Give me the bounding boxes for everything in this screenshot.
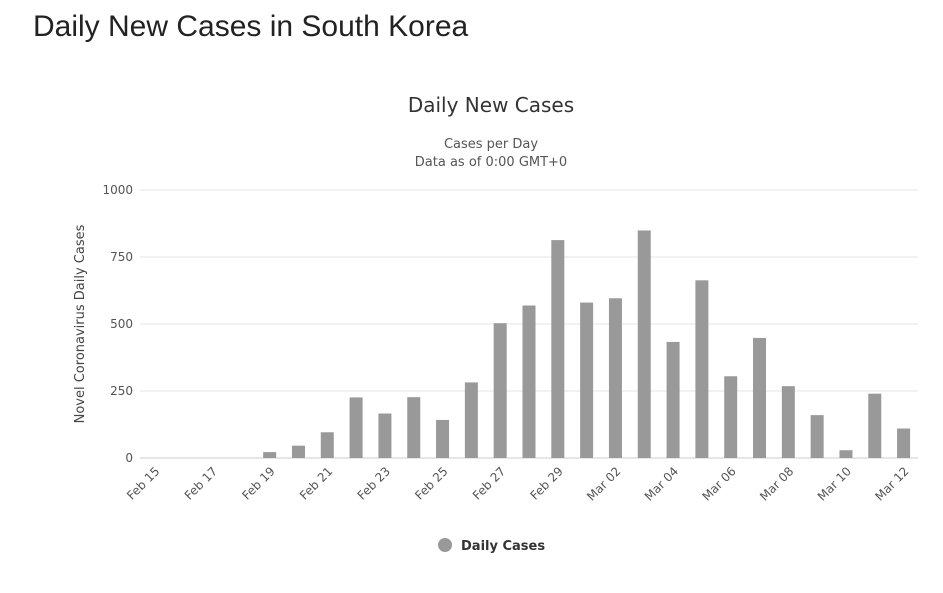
x-tick-label: Feb 29 bbox=[528, 464, 566, 502]
x-tick-label: Feb 23 bbox=[355, 464, 393, 502]
bar[interactable] bbox=[695, 280, 709, 458]
chart-title: Daily New Cases bbox=[408, 93, 574, 117]
x-tick-label: Mar 12 bbox=[872, 464, 911, 503]
x-tick-label: Feb 15 bbox=[124, 464, 162, 502]
x-tick-label: Feb 17 bbox=[182, 464, 220, 502]
bar[interactable] bbox=[608, 298, 622, 458]
y-tick-label: 750 bbox=[110, 250, 133, 264]
x-tick-label: Feb 19 bbox=[239, 464, 277, 502]
chart-subtitle-line-2: Data as of 0:00 GMT+0 bbox=[415, 155, 567, 170]
y-tick-label: 0 bbox=[125, 451, 133, 465]
bar[interactable] bbox=[753, 337, 767, 458]
bar[interactable] bbox=[839, 450, 853, 458]
bar[interactable] bbox=[349, 397, 363, 458]
bar[interactable] bbox=[897, 428, 911, 458]
bar[interactable] bbox=[378, 413, 392, 458]
y-tick-label: 1000 bbox=[102, 183, 133, 197]
bar[interactable] bbox=[407, 397, 421, 458]
bar[interactable] bbox=[320, 432, 334, 458]
legend-swatch[interactable] bbox=[438, 538, 452, 552]
y-tick-labels: 0 250 500 750 1000 bbox=[102, 183, 133, 465]
bar[interactable] bbox=[551, 240, 565, 458]
bar[interactable] bbox=[666, 341, 680, 458]
legend-label[interactable]: Daily Cases bbox=[461, 539, 545, 554]
bar[interactable] bbox=[493, 323, 507, 458]
bar[interactable] bbox=[291, 445, 305, 458]
bar[interactable] bbox=[522, 305, 536, 458]
bar[interactable] bbox=[436, 419, 450, 458]
bar[interactable] bbox=[263, 452, 277, 458]
x-tick-label: Feb 21 bbox=[297, 464, 335, 502]
bar[interactable] bbox=[580, 302, 594, 458]
x-tick-label: Feb 25 bbox=[412, 464, 450, 502]
page-title: Daily New Cases in South Korea bbox=[33, 10, 469, 43]
y-axis-label: Novel Coronavirus Daily Cases bbox=[73, 224, 88, 423]
x-tick-label: Mar 10 bbox=[815, 464, 854, 503]
bar[interactable] bbox=[868, 393, 882, 458]
legend[interactable]: Daily Cases bbox=[438, 538, 545, 554]
y-tick-label: 250 bbox=[110, 384, 133, 398]
x-tick-label: Mar 06 bbox=[699, 464, 738, 503]
chart-subtitle-line-1: Cases per Day bbox=[444, 137, 538, 152]
bar[interactable] bbox=[810, 415, 824, 458]
y-tick-label: 500 bbox=[110, 317, 133, 331]
x-tick-label: Feb 27 bbox=[470, 464, 508, 502]
bar[interactable] bbox=[781, 386, 795, 458]
x-tick-labels: Feb 15 Feb 17 Feb 19 Feb 21 Feb 23 Feb 25 Feb … bbox=[124, 464, 912, 503]
x-tick-label: Mar 02 bbox=[584, 464, 623, 503]
bar[interactable] bbox=[464, 382, 478, 458]
bar[interactable] bbox=[724, 376, 738, 458]
x-tick-label: Mar 08 bbox=[757, 464, 796, 503]
bar[interactable] bbox=[637, 230, 651, 458]
bar-series bbox=[263, 230, 911, 458]
x-tick-label: Mar 04 bbox=[642, 464, 681, 503]
